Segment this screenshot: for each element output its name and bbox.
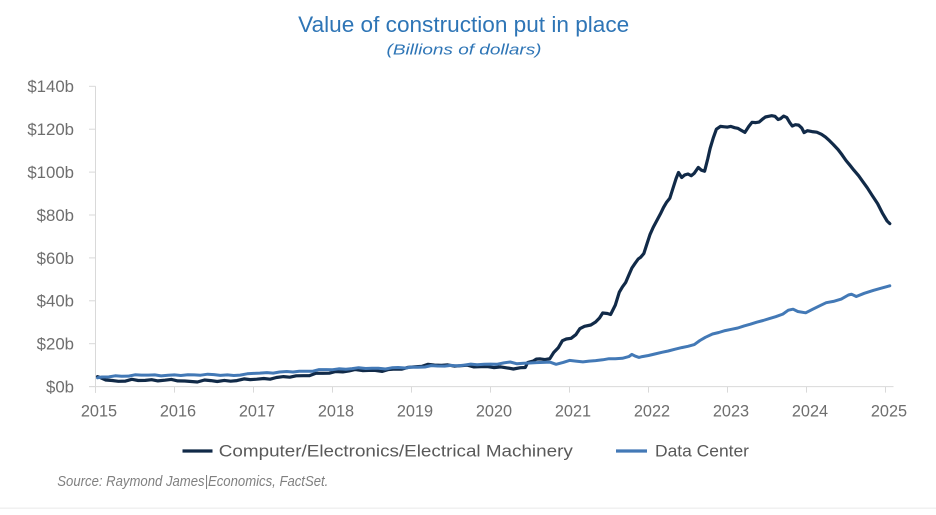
svg-text:2020: 2020 <box>476 403 512 421</box>
svg-text:2018: 2018 <box>318 403 354 421</box>
svg-text:2015: 2015 <box>81 403 117 421</box>
svg-text:$20b: $20b <box>37 335 74 354</box>
svg-text:$120b: $120b <box>27 120 74 139</box>
svg-text:2021: 2021 <box>555 403 591 421</box>
svg-text:Data Center: Data Center <box>655 443 750 461</box>
svg-text:2023: 2023 <box>713 403 749 421</box>
svg-text:2024: 2024 <box>792 403 828 421</box>
svg-text:2019: 2019 <box>397 403 433 421</box>
svg-text:2017: 2017 <box>239 403 275 421</box>
svg-text:$100b: $100b <box>27 163 74 182</box>
svg-text:$140b: $140b <box>27 77 74 96</box>
svg-text:$0b: $0b <box>46 378 74 397</box>
svg-text:$60b: $60b <box>37 249 74 268</box>
svg-text:2016: 2016 <box>160 403 196 421</box>
svg-text:$80b: $80b <box>37 206 74 225</box>
svg-text:2022: 2022 <box>634 403 670 421</box>
svg-text:Source: Raymond James|Economic: Source: Raymond James|Economics, FactSet… <box>57 474 328 490</box>
svg-text:Computer/Electronics/Electrica: Computer/Electronics/Electrical Machiner… <box>219 443 574 461</box>
svg-text:2025: 2025 <box>871 403 907 421</box>
svg-text:(Billions of dollars): (Billions of dollars) <box>387 42 542 59</box>
svg-text:Value of construction put in p: Value of construction put in place <box>298 12 629 37</box>
svg-text:$40b: $40b <box>37 292 74 311</box>
